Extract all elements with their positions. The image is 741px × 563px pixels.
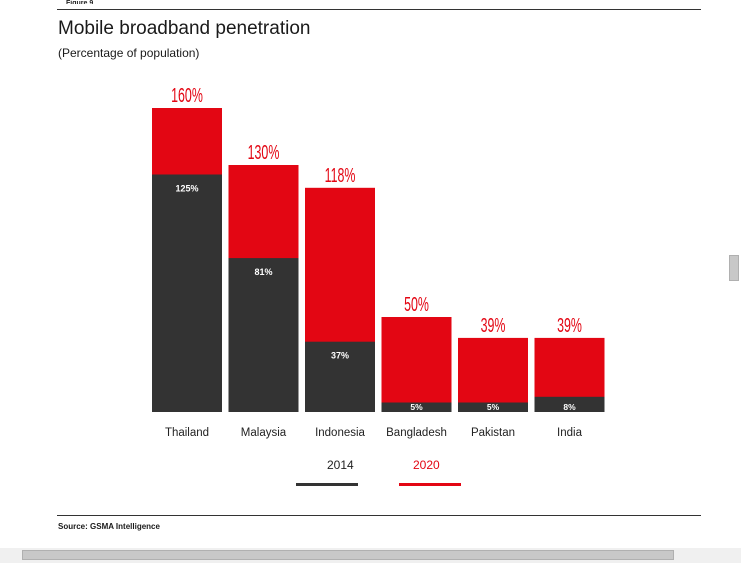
top-divider bbox=[57, 9, 701, 10]
category-label-india: India bbox=[557, 427, 583, 439]
bar-2020-bangladesh bbox=[381, 317, 452, 412]
value-label-2014-thailand: 125% bbox=[175, 184, 198, 194]
value-label-2020-thailand: 160% bbox=[171, 84, 203, 107]
bar-chart: 160% 125% Thailand 130% 81% Malaysia 118% 37% In… bbox=[152, 84, 605, 439]
category-label-malaysia: Malaysia bbox=[241, 427, 287, 439]
vertical-scrollbar-thumb[interactable] bbox=[729, 255, 739, 281]
value-label-2020-indonesia: 118% bbox=[325, 164, 356, 187]
category-label-bangladesh: Bangladesh bbox=[386, 427, 447, 439]
value-label-2014-bangladesh: 5% bbox=[410, 402, 423, 412]
bar-2014-thailand bbox=[152, 174, 222, 412]
legend-label-2014: 2014 bbox=[327, 458, 354, 472]
bar-2014-indonesia bbox=[305, 341, 375, 412]
chart-subtitle: (Percentage of population) bbox=[58, 46, 200, 60]
legend-swatch-2020 bbox=[399, 483, 461, 486]
value-label-2014-indonesia: 37% bbox=[331, 351, 349, 361]
chart-title: Mobile broadband penetration bbox=[58, 18, 311, 39]
bar-2014-malaysia bbox=[228, 258, 299, 412]
category-label-pakistan: Pakistan bbox=[471, 427, 515, 439]
category-label-indonesia: Indonesia bbox=[315, 427, 365, 439]
bar-2014-pakistan bbox=[458, 402, 528, 412]
value-label-2020-pakistan: 39% bbox=[481, 314, 506, 337]
bar-2014-india bbox=[534, 396, 605, 412]
source-note: Source: GSMA Intelligence bbox=[58, 522, 160, 531]
category-label-thailand: Thailand bbox=[165, 427, 209, 439]
horizontal-scrollbar-thumb[interactable] bbox=[22, 550, 674, 560]
figure-label: Figure 9 bbox=[66, 0, 94, 4]
bottom-divider bbox=[57, 515, 701, 516]
legend-swatch-2014 bbox=[296, 483, 358, 486]
value-label-2020-india: 39% bbox=[557, 314, 582, 337]
value-label-2020-bangladesh: 50% bbox=[404, 293, 429, 316]
legend-label-2020: 2020 bbox=[413, 458, 440, 472]
value-label-2014-pakistan: 5% bbox=[487, 402, 500, 412]
value-label-2020-malaysia: 130% bbox=[248, 141, 280, 164]
value-label-2014-india: 8% bbox=[563, 402, 576, 412]
bar-2020-pakistan bbox=[458, 337, 528, 412]
value-label-2014-malaysia: 81% bbox=[254, 267, 272, 277]
bar-2014-bangladesh bbox=[381, 402, 452, 412]
